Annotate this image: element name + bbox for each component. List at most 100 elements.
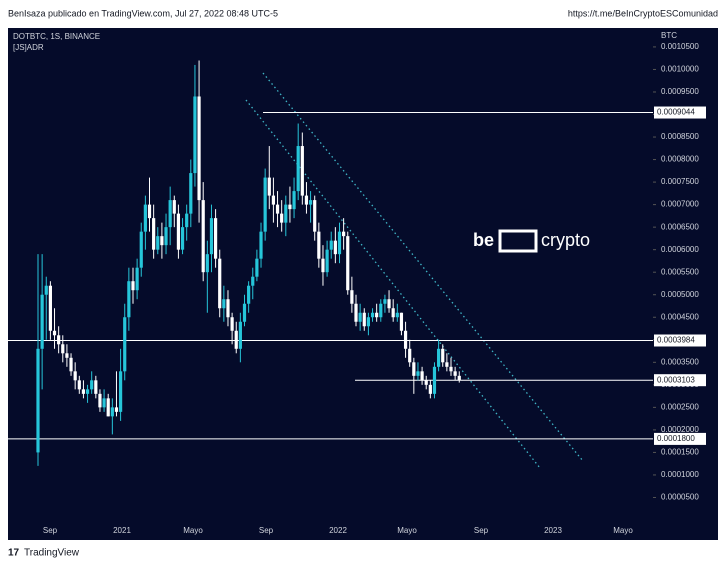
y-tick-label: 0.0007000: [661, 200, 699, 209]
candle-body: [94, 380, 98, 394]
candle-body: [110, 407, 114, 417]
candle-body: [255, 258, 259, 277]
level-box: [654, 106, 706, 119]
author-line: BenIsaza publicado en TradingView.com, J…: [8, 8, 278, 18]
x-tick-label: Mayo: [183, 526, 203, 535]
candle-body: [247, 285, 251, 304]
y-tick-label: 0.0002500: [661, 402, 699, 411]
x-tick-label: Sep: [474, 526, 489, 535]
level-box: [654, 432, 706, 445]
logo: be crypto: [473, 229, 590, 253]
y-tick-label: 0.0004500: [661, 312, 699, 321]
candle-body: [143, 204, 147, 232]
candle-body: [428, 384, 432, 394]
candle-body: [85, 389, 90, 394]
candle-body: [168, 200, 172, 228]
level-box: [654, 374, 706, 387]
candle-body: [424, 380, 428, 385]
candle-body: [52, 330, 57, 336]
footer-brand: TradingView: [24, 548, 80, 559]
candle-body: [366, 317, 370, 327]
y-tick-label: 0.0010000: [661, 65, 699, 74]
x-tick-label: 2022: [329, 526, 347, 535]
y-tick-label: 0.0003500: [661, 357, 699, 366]
candle-body: [350, 290, 354, 304]
candle-body: [403, 330, 408, 349]
candle-body: [441, 348, 445, 363]
candle-body: [271, 195, 276, 205]
candle-body: [218, 258, 222, 309]
y-tick-label: 0.0006000: [661, 245, 699, 254]
candle-body: [176, 213, 181, 250]
candle-body: [387, 299, 391, 309]
candle-body: [420, 371, 424, 381]
candle-body: [226, 299, 230, 318]
candle-body: [263, 177, 267, 232]
candle-body: [321, 258, 325, 273]
candle-body: [337, 231, 342, 255]
candle-body: [375, 312, 379, 318]
candle-body: [408, 348, 412, 363]
candle-body: [259, 231, 263, 259]
candle-body: [267, 177, 271, 196]
candle-body: [127, 281, 131, 318]
candle-body: [251, 276, 255, 286]
trendline: [245, 99, 541, 469]
candle-body: [193, 96, 197, 174]
candle-body: [61, 344, 65, 354]
candle-body: [432, 366, 437, 394]
candle-body: [40, 294, 44, 349]
candle-body: [370, 312, 375, 318]
link: https://t.me/BeInCryptoESComunidad: [568, 8, 718, 18]
candle-body: [453, 371, 457, 376]
y-tick-label: 0.0000500: [661, 493, 699, 502]
candle-body: [131, 281, 135, 291]
y-tick-label: 0.0008000: [661, 155, 699, 164]
logo-box: [498, 229, 538, 253]
author-tag: [JS]ADR: [13, 43, 44, 52]
candle-body: [342, 231, 346, 237]
candle-body: [292, 191, 296, 210]
candle-body: [156, 236, 160, 250]
candle-body: [280, 213, 284, 223]
candle-body: [119, 371, 123, 412]
candle-body: [308, 200, 313, 205]
x-tick-label: Mayo: [613, 526, 633, 535]
candle-body: [160, 236, 164, 246]
y-tick-label: 0.0010500: [661, 42, 699, 51]
time-axis: [8, 520, 718, 540]
candle-body: [304, 195, 309, 205]
y-tick-label: 0.0005000: [661, 290, 699, 299]
candle-body: [222, 299, 226, 309]
candle-body: [325, 249, 329, 273]
y-tick-label: 0.0001000: [661, 470, 699, 479]
y-tick-label: 0.0007500: [661, 177, 699, 186]
candle-body: [358, 312, 362, 322]
candle-body: [65, 353, 69, 358]
candle-body: [152, 218, 156, 250]
trendline: [262, 72, 584, 462]
candle-body: [346, 236, 350, 291]
candle-body: [73, 371, 77, 381]
candle-body: [329, 240, 333, 250]
candle-body: [98, 393, 102, 408]
candle-body: [288, 204, 292, 210]
candle-body: [135, 267, 139, 291]
candle-body: [180, 227, 185, 250]
plot-area: [8, 28, 653, 520]
x-tick-label: Mayo: [397, 526, 417, 535]
candle-body: [205, 254, 209, 273]
x-tick-label: Sep: [43, 526, 58, 535]
candle-body: [437, 348, 441, 367]
candle-body: [81, 389, 86, 394]
candle-body: [69, 357, 73, 372]
y-tick-label: 0.0009500: [661, 87, 699, 96]
candle-body: [412, 362, 416, 376]
candle-body: [147, 204, 152, 219]
level-label: 0.0003103: [657, 375, 695, 384]
candle-body: [300, 146, 304, 196]
level-box: [654, 334, 706, 347]
candle-body: [201, 200, 205, 273]
symbol: DOTBTC, 1S, BINANCE: [13, 32, 100, 41]
